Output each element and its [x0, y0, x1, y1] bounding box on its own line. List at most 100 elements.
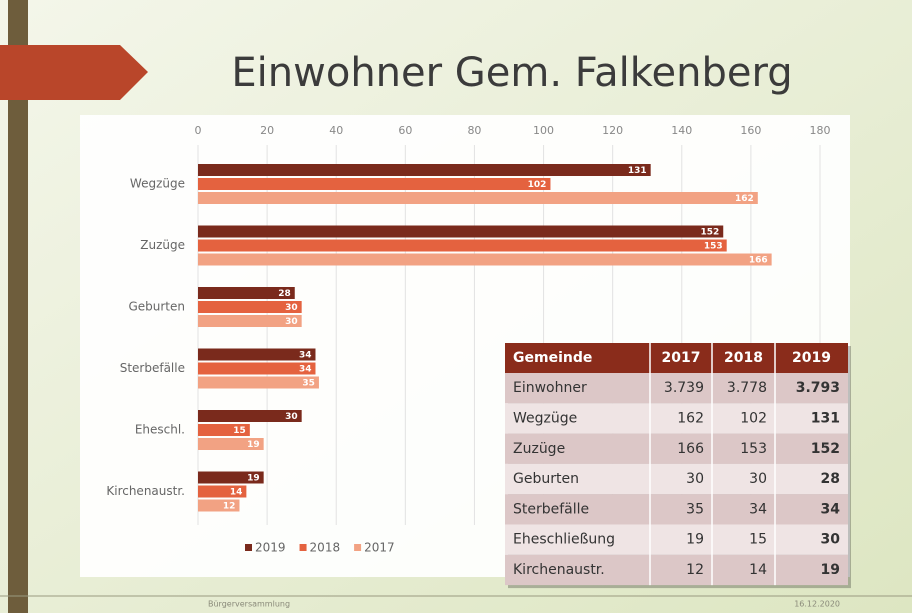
table-cell: 28 — [821, 471, 840, 487]
y-tick-label: Wegzüge — [130, 177, 185, 191]
data-label: 34 — [299, 365, 312, 375]
table-cell: 34 — [749, 501, 767, 517]
data-label: 34 — [299, 351, 312, 361]
table-cell: 15 — [749, 532, 767, 548]
bar — [198, 178, 551, 190]
x-tick-label: 180 — [810, 124, 831, 137]
data-label: 30 — [285, 317, 298, 327]
x-tick-label: 0 — [195, 124, 202, 137]
bar — [198, 287, 295, 299]
table-cell: 3.793 — [796, 380, 840, 396]
table-cell: 12 — [686, 562, 704, 578]
data-label: 131 — [628, 166, 647, 176]
table-cell: 14 — [749, 562, 767, 578]
table-cell: Wegzüge — [513, 410, 577, 426]
x-tick-label: 140 — [671, 124, 692, 137]
table-row-bg — [505, 463, 848, 495]
y-tick-label: Eheschl. — [135, 423, 185, 437]
legend-swatch — [354, 544, 362, 551]
side-bar — [8, 0, 28, 613]
data-label: 152 — [700, 228, 719, 238]
table-cell: Geburten — [513, 471, 579, 487]
table-cell: Einwohner — [513, 380, 587, 396]
bar — [198, 499, 240, 512]
y-tick-label: Zuzüge — [140, 238, 185, 252]
table-cell: 34 — [821, 501, 841, 517]
table-cell: 162 — [677, 410, 704, 426]
x-tick-label: 60 — [398, 124, 412, 137]
x-tick-label: 100 — [533, 124, 554, 137]
table-cell: 102 — [740, 410, 767, 426]
bar — [198, 485, 247, 498]
bar — [198, 410, 302, 422]
table-row-bg — [505, 494, 848, 525]
table-cell: 3.739 — [664, 380, 704, 396]
table-row-bg — [505, 554, 848, 586]
table-cell: 35 — [686, 501, 704, 517]
bar — [198, 348, 316, 361]
bar — [198, 239, 727, 252]
bar — [198, 225, 724, 238]
chart: 0 20 40 60 80 100 120 140 160 180 Wegzüge 131 102 162… — [106, 124, 830, 555]
title-arrow — [0, 45, 148, 100]
table-cell: Sterbefälle — [513, 501, 589, 517]
table-cell: 30 — [749, 471, 767, 487]
bar — [198, 471, 264, 484]
data-label: 30 — [285, 412, 298, 422]
data-label: 12 — [223, 502, 236, 512]
bar — [198, 192, 758, 204]
table-header-cell: 2018 — [724, 350, 763, 366]
data-label: 162 — [735, 194, 754, 204]
y-tick-label: Kirchenaustr. — [106, 484, 185, 498]
data-label: 166 — [749, 256, 768, 266]
table-header-cell: 2019 — [792, 350, 831, 366]
table-cell: 153 — [740, 441, 767, 457]
table-cell: 30 — [821, 532, 841, 548]
data-label: 19 — [247, 440, 260, 450]
table-cell: Zuzüge — [513, 441, 565, 457]
footer-left: Bürgerversammlung — [208, 600, 290, 609]
data-label: 30 — [285, 303, 298, 313]
x-tick-label: 160 — [740, 124, 761, 137]
y-tick-label: Sterbefälle — [120, 361, 185, 375]
table-cell: 19 — [821, 562, 840, 578]
table-row-bg — [505, 373, 848, 404]
data-label: 28 — [278, 289, 291, 299]
table-header-bg — [505, 343, 848, 373]
bar — [198, 164, 651, 176]
table-cell: 30 — [686, 471, 704, 487]
bar — [198, 376, 319, 389]
bar — [198, 301, 302, 313]
bar — [198, 315, 302, 327]
table-cell: Kirchenaustr. — [513, 562, 605, 578]
bar — [198, 362, 316, 375]
legend-label: 2017 — [364, 541, 395, 555]
data-label: 35 — [302, 379, 315, 389]
x-tick-label: 80 — [467, 124, 481, 137]
table-cell: 152 — [811, 441, 840, 457]
legend-swatch — [299, 544, 307, 551]
y-tick-label: Geburten — [128, 300, 185, 314]
table-cell: 3.778 — [727, 380, 767, 396]
data-label: 19 — [247, 474, 260, 484]
table-cell: Eheschließung — [513, 532, 615, 548]
table-header-cell: Gemeinde — [513, 350, 592, 366]
table-row-bg — [505, 433, 848, 464]
table-header-cell: 2017 — [662, 350, 701, 366]
x-tick-label: 40 — [329, 124, 343, 137]
data-label: 14 — [230, 488, 243, 498]
footer-right: 16.12.2020 — [794, 600, 840, 609]
x-tick-label: 120 — [602, 124, 623, 137]
bar — [198, 424, 250, 436]
legend-label: 2019 — [255, 541, 286, 555]
x-tick-label: 20 — [260, 124, 274, 137]
legend-label: 2018 — [310, 541, 341, 555]
table-cell: 166 — [677, 441, 704, 457]
data-label: 153 — [704, 242, 723, 252]
data-label: 15 — [233, 426, 246, 436]
bar — [198, 438, 264, 450]
table-cell: 19 — [686, 532, 704, 548]
table-row-bg — [505, 403, 848, 434]
data-table: Gemeinde 2017 2018 2019 Einwohner 3.739 3.778 3… — [505, 343, 851, 589]
